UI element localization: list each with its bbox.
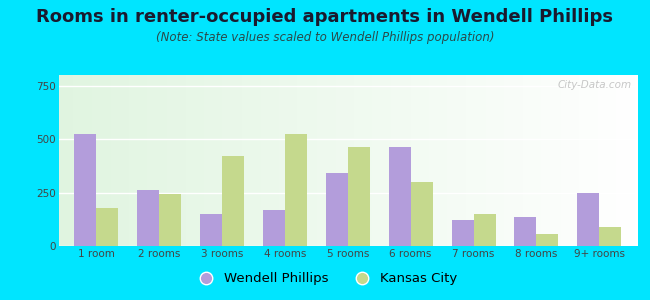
Bar bbox=[452, 220, 473, 246]
Bar bbox=[96, 208, 118, 246]
Bar bbox=[514, 217, 536, 246]
Text: City-Data.com: City-Data.com bbox=[557, 80, 631, 90]
Bar bbox=[74, 134, 96, 246]
Bar bbox=[222, 156, 244, 246]
Bar bbox=[200, 214, 222, 246]
Text: (Note: State values scaled to Wendell Phillips population): (Note: State values scaled to Wendell Ph… bbox=[156, 32, 494, 44]
Bar bbox=[159, 194, 181, 246]
Text: Rooms in renter-occupied apartments in Wendell Phillips: Rooms in renter-occupied apartments in W… bbox=[36, 8, 614, 26]
Bar bbox=[473, 214, 495, 246]
Bar bbox=[263, 210, 285, 246]
Bar bbox=[411, 182, 433, 246]
Legend: Wendell Phillips, Kansas City: Wendell Phillips, Kansas City bbox=[187, 267, 463, 290]
Bar bbox=[348, 147, 370, 246]
Bar bbox=[577, 193, 599, 246]
Bar bbox=[137, 190, 159, 246]
Bar bbox=[326, 173, 348, 246]
Bar bbox=[389, 147, 411, 246]
Bar bbox=[285, 134, 307, 246]
Bar bbox=[599, 227, 621, 246]
Bar bbox=[536, 234, 558, 246]
